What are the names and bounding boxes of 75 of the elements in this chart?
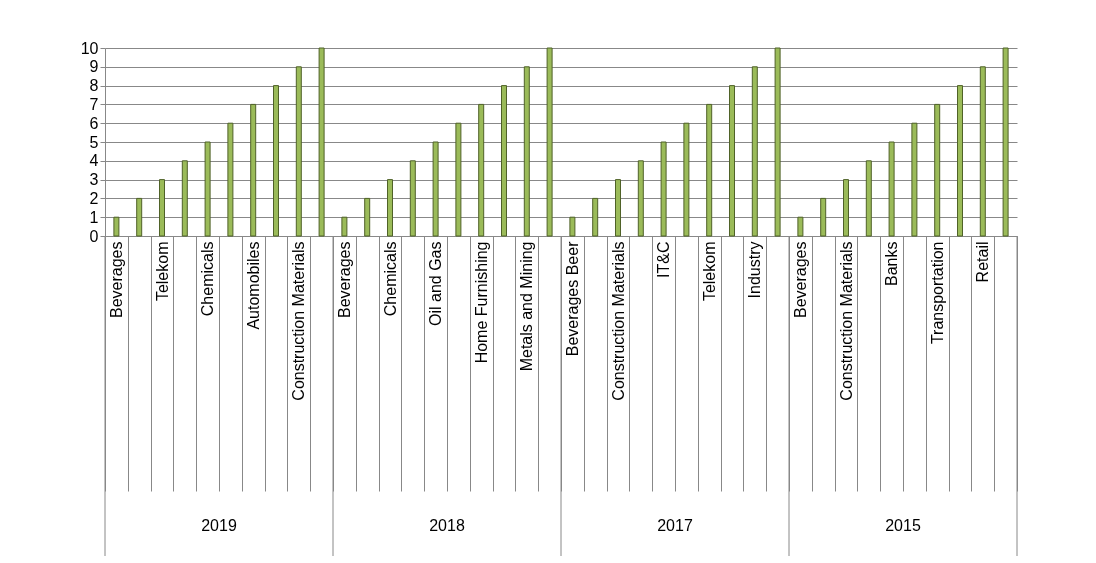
y-tick-label: 3 xyxy=(89,171,99,189)
bar xyxy=(341,216,348,237)
bar xyxy=(136,197,143,237)
x-tick-label: Construction Materials xyxy=(837,241,855,401)
bar xyxy=(501,85,507,237)
bar xyxy=(911,122,918,237)
bar xyxy=(318,47,325,237)
bar xyxy=(865,160,872,237)
x-tick-label: Home Furnishing xyxy=(472,241,490,364)
bar xyxy=(1002,47,1009,237)
x-tick-label: Chemicals xyxy=(199,241,217,317)
x-tick-label: Chemicals xyxy=(381,241,399,317)
x-tick-label: Beverages xyxy=(335,241,353,318)
bar xyxy=(181,160,188,237)
bar xyxy=(250,103,257,237)
x-tick-label: Construction Materials xyxy=(290,241,308,401)
bar xyxy=(523,66,530,237)
y-tick-label: 8 xyxy=(89,77,99,95)
bar xyxy=(729,85,735,237)
x-tick-label: Beverages Beer xyxy=(563,240,581,357)
bar xyxy=(159,179,165,237)
bar xyxy=(979,66,986,237)
x-tick-label: Metals and Mining xyxy=(518,241,536,372)
bar xyxy=(774,47,781,237)
bar xyxy=(478,103,485,237)
y-tick-label: 9 xyxy=(89,58,99,76)
bar xyxy=(432,141,439,237)
y-tick-label: 5 xyxy=(89,133,99,151)
x-tick-label: Banks xyxy=(883,241,901,286)
text: 2015 xyxy=(885,517,921,534)
x-tick-label: Retail xyxy=(974,241,992,283)
x-tick-label: Automobiles xyxy=(244,241,262,330)
bar xyxy=(888,141,895,237)
text: 2018 xyxy=(429,517,465,534)
bar xyxy=(295,66,302,237)
bar xyxy=(683,122,690,237)
bar xyxy=(227,122,234,237)
bar xyxy=(797,216,804,237)
bar xyxy=(843,179,849,237)
text: 2017 xyxy=(657,517,693,534)
bar xyxy=(934,103,941,237)
bar xyxy=(615,179,621,237)
x-tick-label: Transportation xyxy=(928,241,946,345)
bar xyxy=(569,216,576,237)
bar xyxy=(387,179,393,237)
y-tick-label: 0 xyxy=(89,227,99,245)
bar xyxy=(957,85,963,237)
bar xyxy=(204,141,211,237)
bar xyxy=(409,160,416,237)
y-tick-label: 4 xyxy=(89,152,99,170)
bar xyxy=(455,122,462,237)
y-tick-label: 2 xyxy=(89,189,99,207)
bar xyxy=(113,216,120,237)
bar xyxy=(592,197,599,237)
bar xyxy=(706,103,713,237)
bar xyxy=(751,66,758,237)
bar xyxy=(660,141,667,237)
y-tick-label: 1 xyxy=(89,208,99,226)
text: 2019 xyxy=(201,517,237,534)
bar xyxy=(273,85,279,237)
x-tick-label: Telekom xyxy=(700,241,718,302)
x-tick-label: Telekom xyxy=(153,241,171,302)
x-tick-label: Industry xyxy=(746,241,764,299)
bar xyxy=(364,197,371,237)
y-tick-label: 6 xyxy=(89,114,99,132)
x-tick-label: Oil and Gas xyxy=(427,241,445,326)
x-tick-label: Beverages xyxy=(107,241,125,318)
x-tick-label: Beverages xyxy=(791,241,809,318)
bar xyxy=(546,47,553,237)
bar xyxy=(820,197,827,237)
y-tick-label: 7 xyxy=(89,95,99,113)
bar xyxy=(637,160,644,237)
x-tick-label: IT&C xyxy=(655,241,673,278)
y-tick-label: 10 xyxy=(80,39,99,57)
x-tick-label: Construction Materials xyxy=(609,241,627,401)
